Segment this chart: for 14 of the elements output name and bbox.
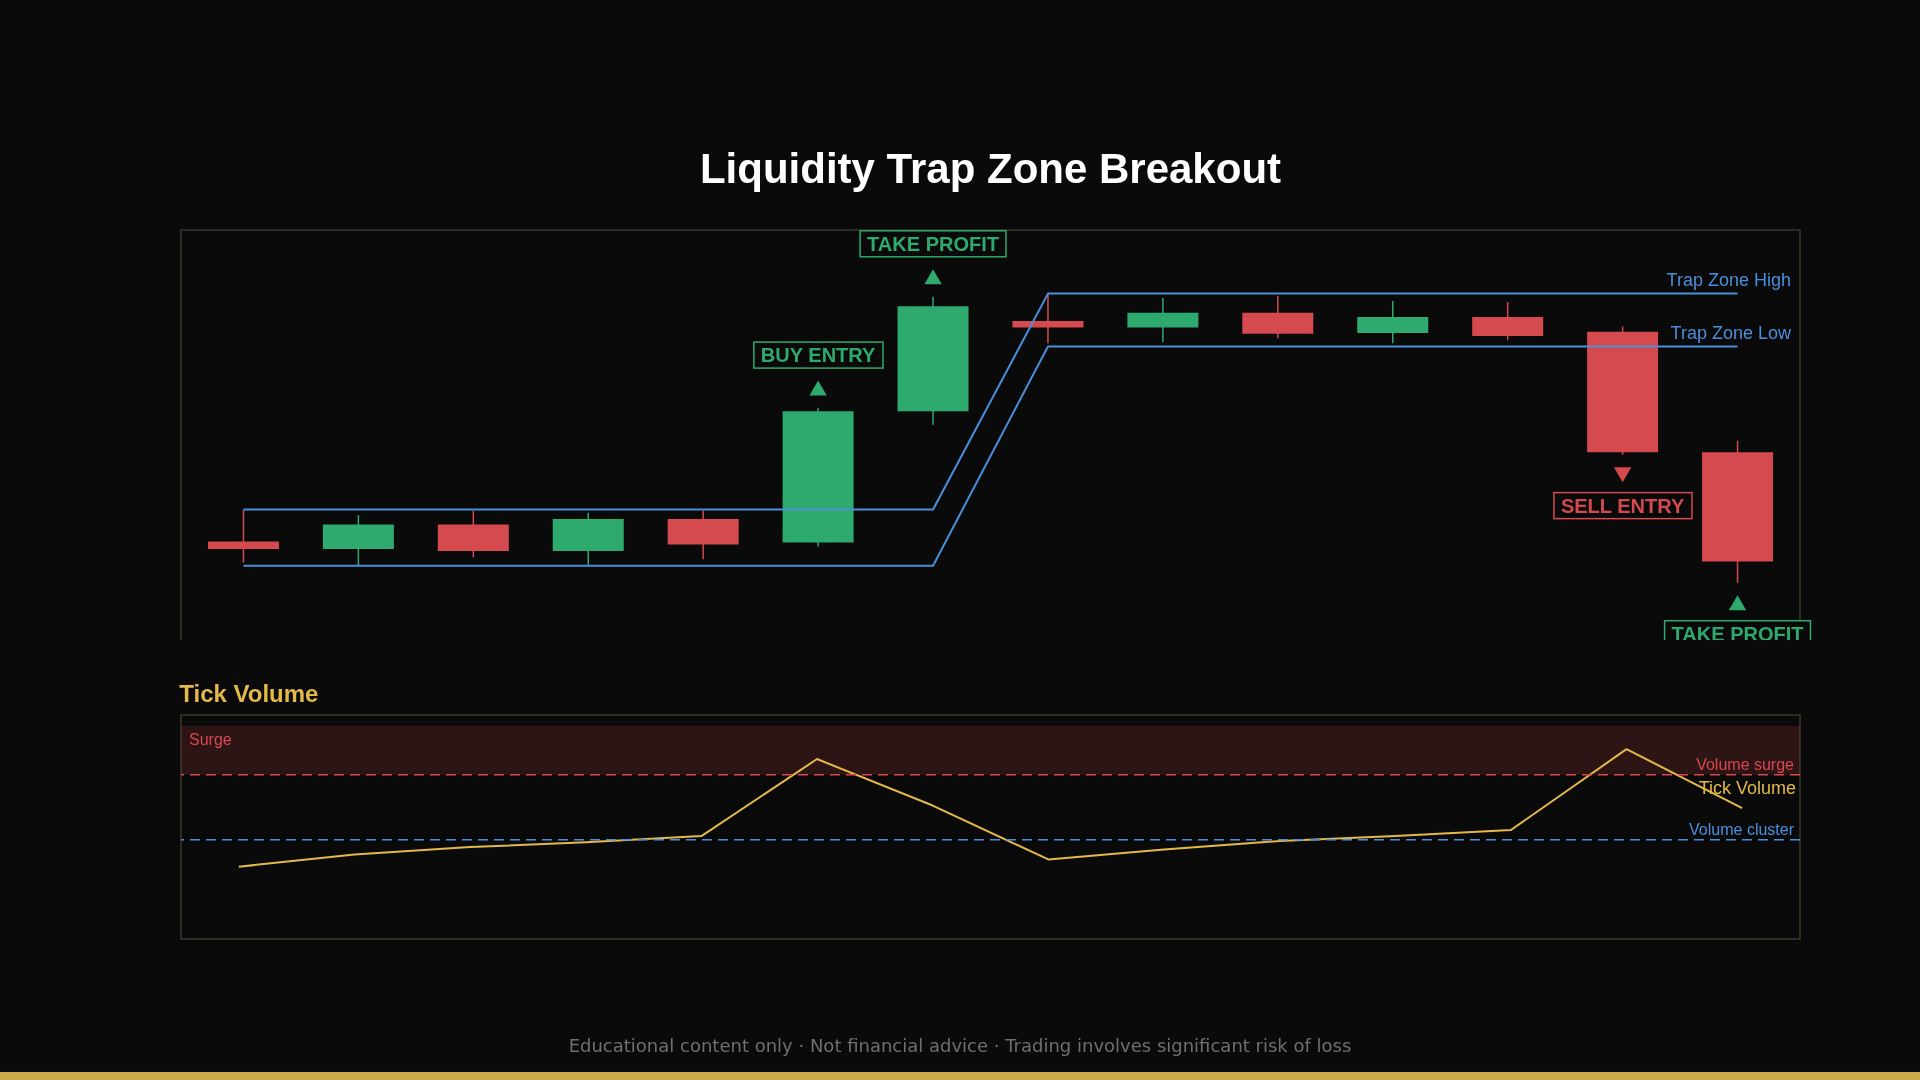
series-label: Trap Zone Low (1670, 322, 1792, 343)
candlestick (1012, 292, 1084, 345)
text: Educational content only · Not financial advice · Trading involves significant risk of loss (567, 1035, 1353, 1056)
chart-title: Tick Volume (179, 680, 319, 707)
annotation: BUY ENTRY (760, 344, 876, 367)
annotation: TAKE PROFIT (867, 232, 999, 255)
candlestick (207, 508, 279, 564)
band-label: Surge (189, 730, 232, 748)
ref-line-label: Volume surge (1696, 755, 1795, 773)
chart-title: Liquidity Trap Zone Breakout (699, 145, 1282, 192)
ref-line-label: Volume cluster (1689, 820, 1795, 838)
series-label: Trap Zone High (1666, 269, 1791, 290)
annotation: SELL ENTRY (1560, 494, 1685, 517)
series-label: Tick Volume (1698, 778, 1796, 799)
